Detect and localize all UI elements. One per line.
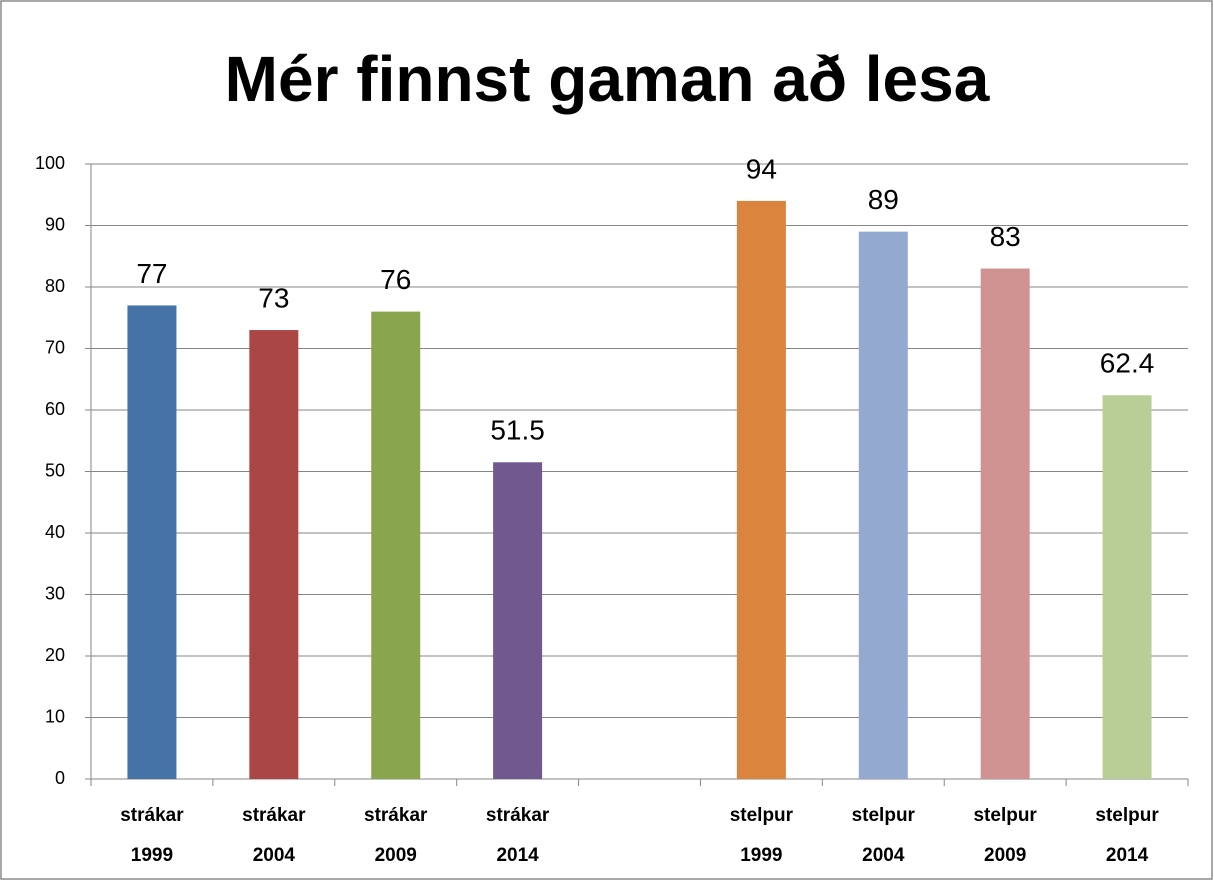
bar [980,268,1030,779]
y-tick-label: 70 [45,337,65,357]
data-label: 89 [868,184,899,215]
y-tick-label: 40 [45,522,65,542]
y-tick-label: 80 [45,276,65,296]
x-tick-label: 2004 [253,845,296,866]
bar [858,231,908,779]
bar [736,200,786,779]
x-tick-label: stelpur [852,805,916,826]
x-tick-label: strákar [364,805,428,826]
chart-title: Mér finnst gaman að lesa [225,43,990,115]
data-label: 94 [746,153,777,184]
x-tick-label: stelpur [973,805,1037,826]
x-tick-label: stelpur [1095,805,1159,826]
bar [249,330,299,779]
y-tick-label: 30 [45,583,65,603]
x-tick-label: 2009 [984,845,1026,866]
data-label: 83 [990,221,1021,252]
y-tick-label: 50 [45,460,65,480]
x-tick-label: 2014 [496,845,539,866]
y-tick-label: 90 [45,214,65,234]
x-tick-label: strákar [486,805,550,826]
x-tick-label: strákar [120,805,184,826]
data-label: 77 [136,258,167,289]
y-tick-label: 0 [55,768,65,788]
x-tick-label: strákar [242,805,306,826]
data-label: 51.5 [490,415,545,446]
y-tick-label: 100 [35,153,65,173]
x-tick-label: 1999 [131,845,173,866]
bar [371,311,421,779]
y-tick-label: 20 [45,645,65,665]
x-tick-label: 2009 [375,845,417,866]
bar [1102,395,1152,779]
y-tick-label: 60 [45,399,65,419]
y-tick-label: 10 [45,706,65,726]
x-tick-label: 2004 [862,845,905,866]
x-tick-label: stelpur [730,805,794,826]
x-tick-label: 1999 [740,845,782,866]
data-label: 76 [380,264,411,295]
x-tick-label: 2014 [1106,845,1149,866]
data-label: 62.4 [1100,348,1155,379]
bar [127,305,177,779]
bar [493,462,543,779]
data-label: 73 [258,282,289,313]
